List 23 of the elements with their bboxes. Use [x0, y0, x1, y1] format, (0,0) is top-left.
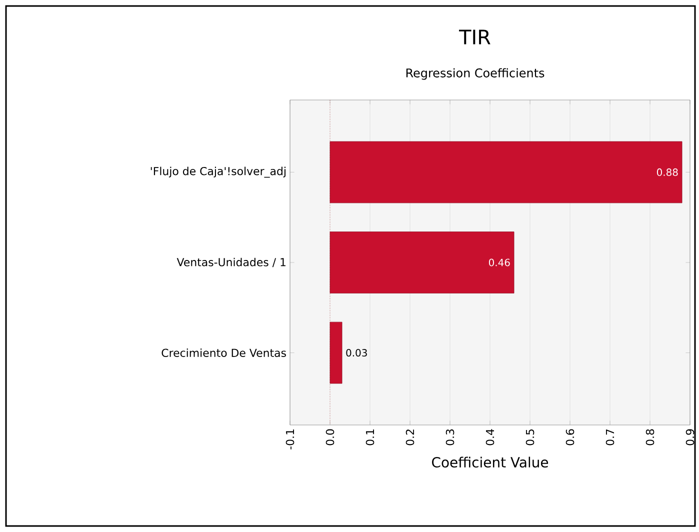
- x-tick-label: 0.6: [566, 429, 574, 446]
- y-tick-label: Crecimiento De Ventas: [162, 348, 286, 358]
- x-tick-label: 0.3: [446, 429, 454, 446]
- bar: [330, 322, 342, 384]
- bar: [330, 232, 514, 294]
- x-tick-label: -0.1: [286, 430, 294, 450]
- data-label: 0.88: [656, 168, 678, 176]
- x-tick-label: 0.1: [366, 430, 374, 446]
- x-tick-label: 0.7: [606, 429, 614, 446]
- chart-title: TIR: [458, 30, 490, 44]
- x-tick-label: 0.8: [646, 429, 654, 446]
- x-tick-label: 0.0: [326, 429, 334, 446]
- y-tick-label: 'Flujo de Caja'!solver_adj: [150, 166, 286, 178]
- chart-subtitle: Regression Coefficients: [406, 68, 544, 80]
- data-label: 0.03: [346, 348, 367, 357]
- x-tick-label: 0.9: [686, 429, 694, 446]
- y-tick-label: Ventas-Unidades / 1: [176, 258, 286, 268]
- x-tick-label: 0.4: [486, 429, 494, 446]
- x-tick-label: 0.2: [406, 430, 414, 446]
- bar: [330, 141, 682, 204]
- data-label: 0.46: [488, 258, 510, 266]
- x-tick-label: 0.5: [526, 429, 534, 446]
- x-axis-title: Coefficient Value: [432, 456, 548, 468]
